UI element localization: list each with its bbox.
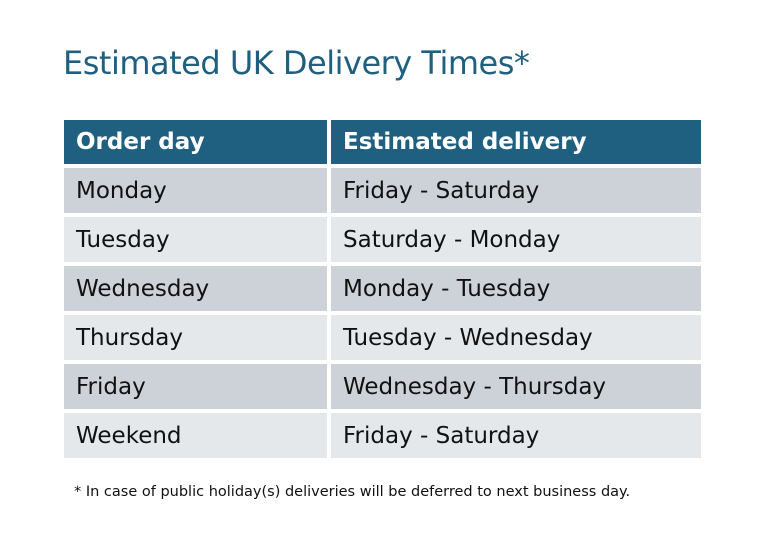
page-title: Estimated UK Delivery Times* bbox=[63, 44, 530, 82]
order-day-cell: Tuesday bbox=[64, 217, 327, 262]
footnote: * In case of public holiday(s) deliverie… bbox=[74, 484, 631, 500]
order-day-cell: Friday bbox=[64, 364, 327, 409]
order-day-cell: Thursday bbox=[64, 315, 327, 360]
order-day-cell: Monday bbox=[64, 168, 327, 213]
estimated-delivery-cell: Tuesday - Wednesday bbox=[331, 315, 701, 360]
estimated-delivery-cell: Friday - Saturday bbox=[331, 168, 701, 213]
delivery-times-table: Order day Estimated delivery Monday Frida… bbox=[64, 120, 701, 458]
estimated-delivery-cell: Saturday - Monday bbox=[331, 217, 701, 262]
estimated-delivery-cell: Monday - Tuesday bbox=[331, 266, 701, 311]
header-order-day: Order day bbox=[64, 120, 327, 164]
estimated-delivery-cell: Friday - Saturday bbox=[331, 413, 701, 458]
estimated-delivery-cell: Wednesday - Thursday bbox=[331, 364, 701, 409]
header-estimated-delivery: Estimated delivery bbox=[331, 120, 701, 164]
order-day-cell: Weekend bbox=[64, 413, 327, 458]
order-day-cell: Wednesday bbox=[64, 266, 327, 311]
